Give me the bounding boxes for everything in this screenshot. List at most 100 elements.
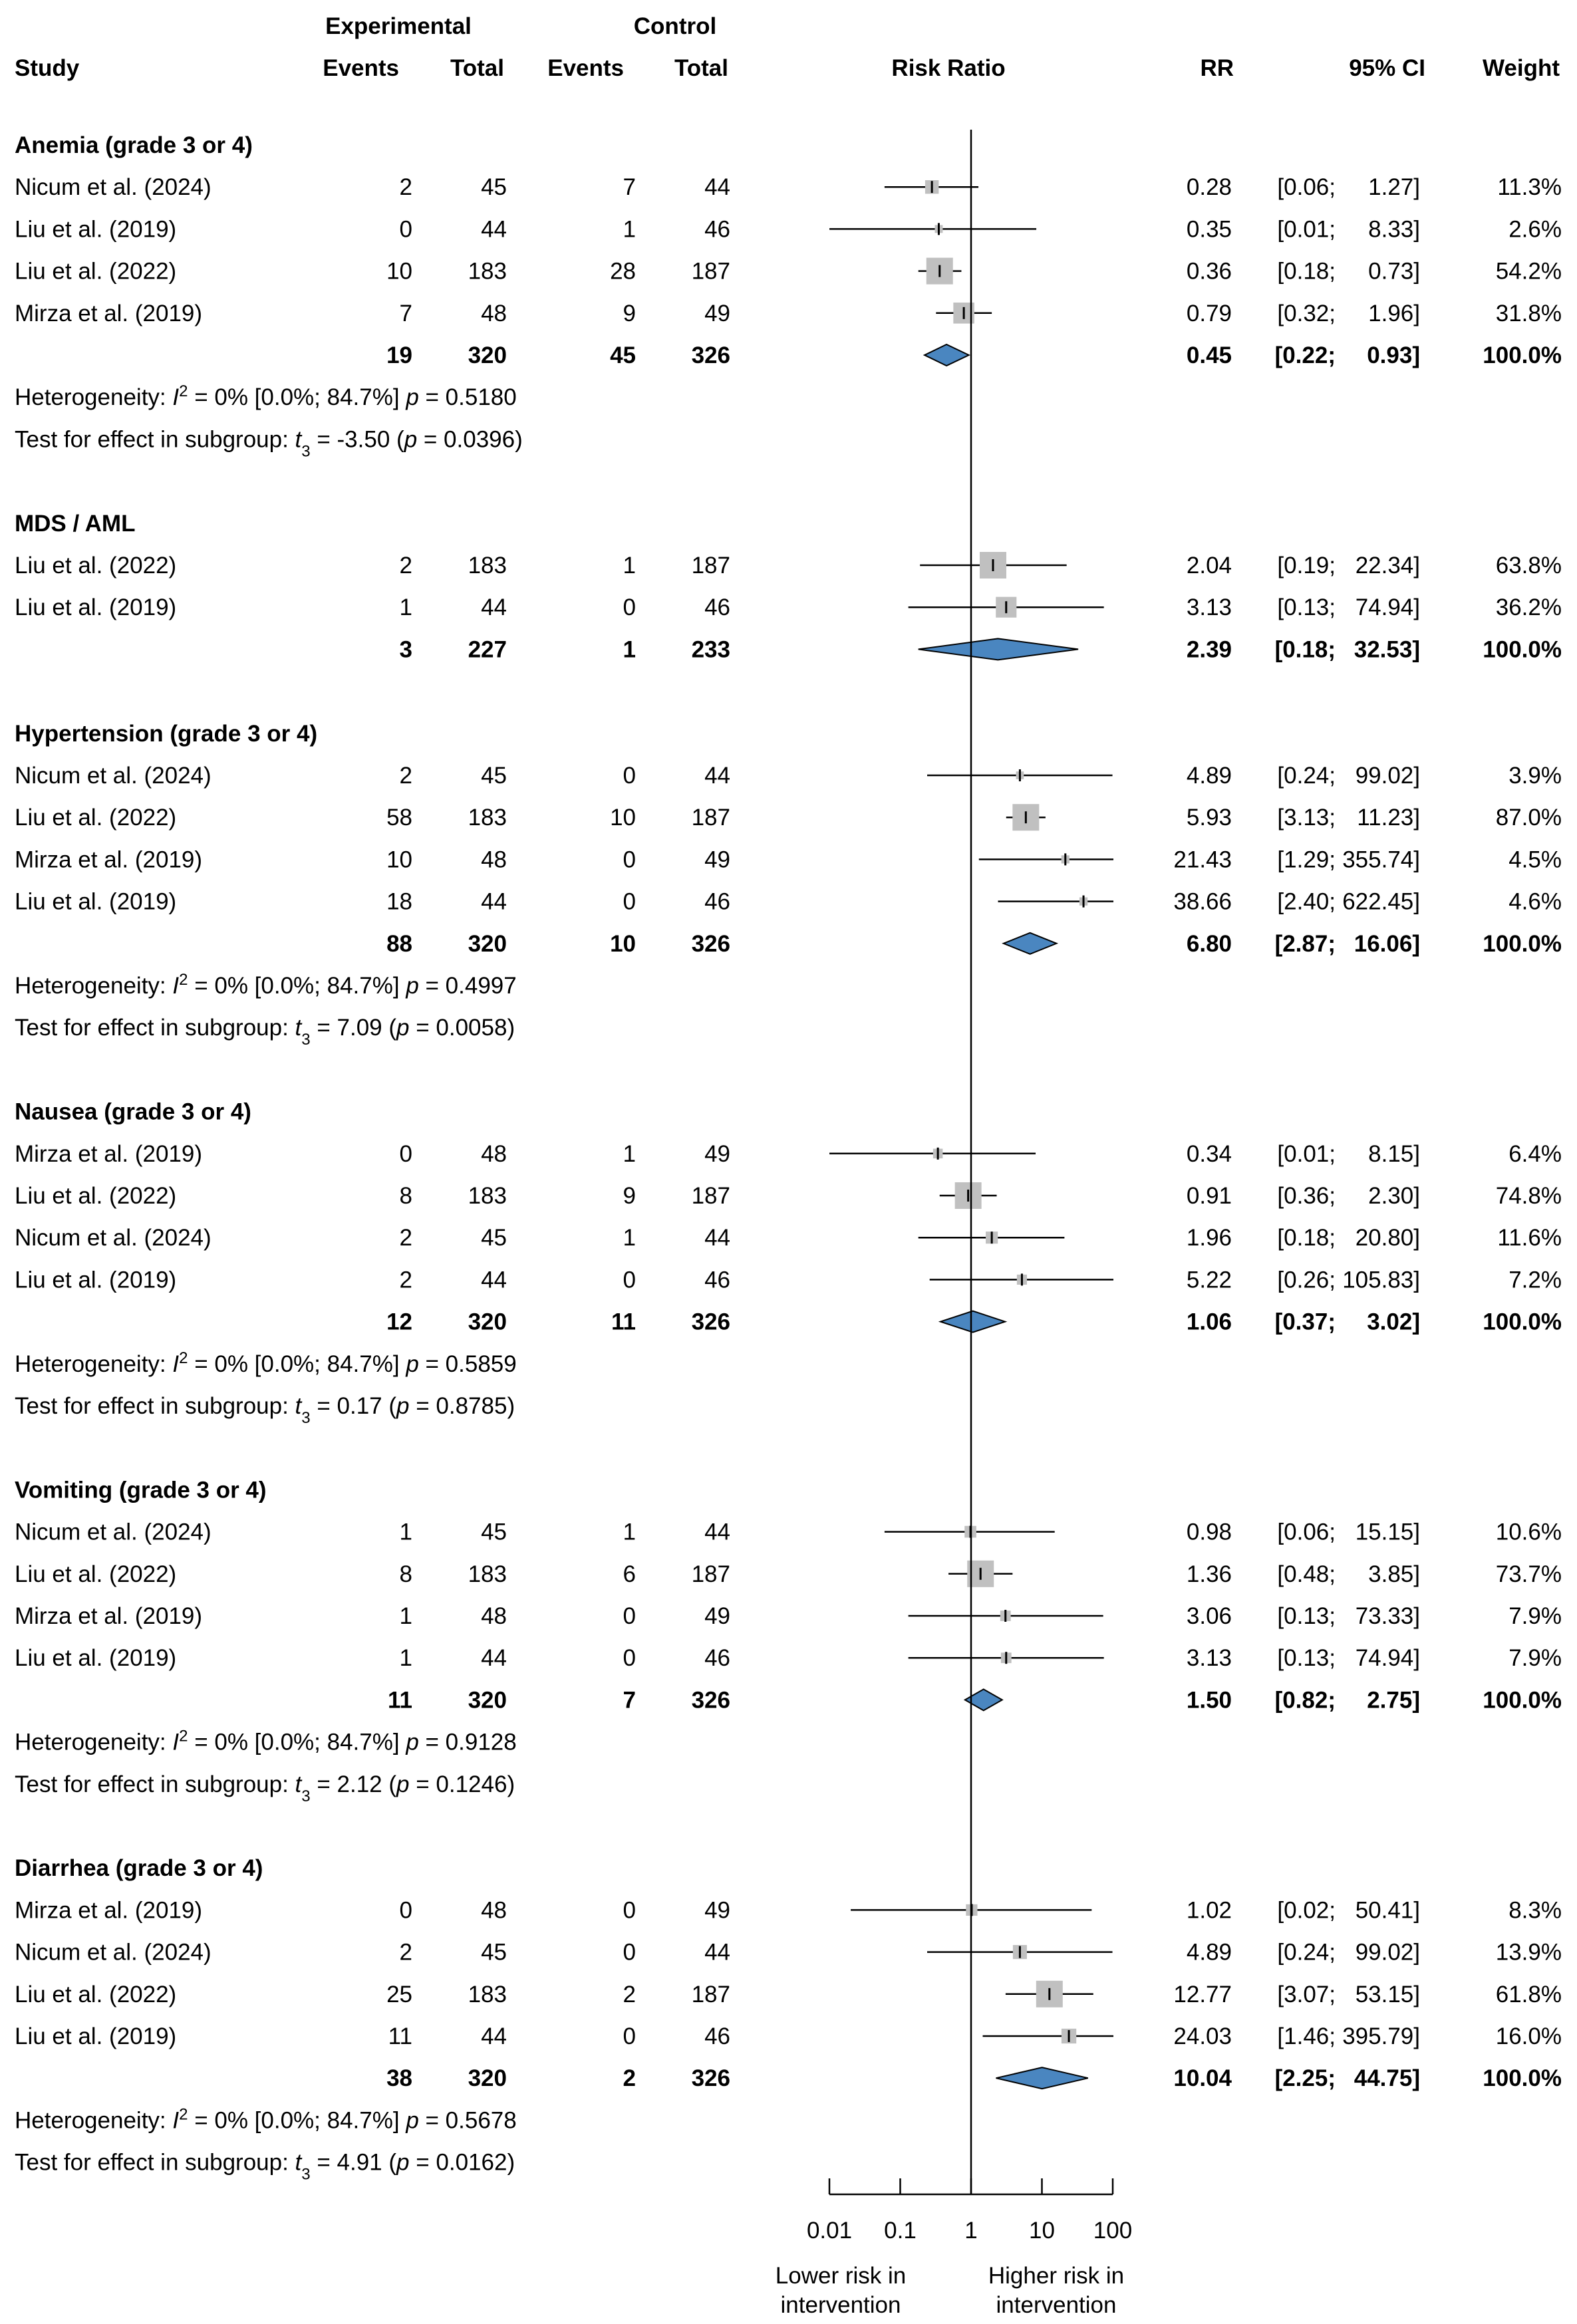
rr-value: 0.36 [1187, 259, 1232, 285]
pooled-diamond [918, 638, 1079, 661]
pooled-ci-upper: 0.93] [1367, 342, 1420, 368]
exp-total: 44 [481, 889, 507, 915]
weight-value: 73.7% [1496, 1561, 1562, 1587]
ctrl-events: 0 [623, 1940, 636, 1966]
ci-upper: 99.02] [1356, 763, 1420, 789]
pooled-exp-events: 12 [386, 1309, 412, 1335]
pooled-weight: 100.0% [1483, 1687, 1562, 1713]
exp-events: 8 [400, 1183, 412, 1209]
weight-value: 11.3% [1497, 174, 1562, 200]
weight-value: 7.9% [1508, 1645, 1562, 1671]
ci-upper: 105.83] [1342, 1267, 1420, 1293]
pooled-ctrl-events: 45 [610, 342, 636, 368]
ci-upper: 0.73] [1368, 259, 1420, 285]
subgroup-title: MDS / AML [15, 511, 135, 537]
ctrl-total: 46 [704, 889, 730, 915]
rr-value: 2.04 [1187, 553, 1232, 579]
exp-events: 1 [400, 1645, 412, 1671]
study-name: Liu et al. (2019) [15, 594, 176, 620]
pooled-ci-lower: [0.18; [1275, 636, 1336, 662]
study-name: Liu et al. (2022) [15, 1561, 176, 1587]
exp-events: 11 [388, 2023, 412, 2049]
exp-total: 45 [481, 174, 507, 200]
exp-events: 2 [400, 1940, 412, 1966]
ctrl-total: 49 [704, 301, 730, 326]
weight-value: 63.8% [1496, 553, 1562, 579]
ctrl-total: 44 [704, 1225, 730, 1251]
ci-lower: [0.19; [1277, 553, 1336, 579]
subgroup-test-text: Test for effect in subgroup: t3 = 2.12 (… [15, 1771, 515, 1805]
weight-value: 4.6% [1508, 889, 1562, 915]
ctrl-total: 46 [704, 594, 730, 620]
exp-events: 2 [400, 1267, 412, 1293]
pooled-diamond [1002, 932, 1059, 955]
rr-value: 0.34 [1187, 1141, 1232, 1167]
study-name: Liu et al. (2022) [15, 259, 176, 285]
ctrl-events: 1 [623, 1519, 636, 1545]
ci-upper: 2.30] [1368, 1183, 1420, 1209]
pooled-ci-lower: [0.22; [1275, 342, 1336, 368]
ci-lower: [1.29; [1277, 846, 1336, 872]
weight-value: 11.6% [1497, 1225, 1562, 1251]
exp-events: 2 [400, 174, 412, 200]
ci-lower: [0.26; [1277, 1267, 1336, 1293]
pooled-diamond [938, 1310, 1008, 1333]
header-control: Control [634, 13, 716, 39]
header-risk-ratio: Risk Ratio [891, 55, 1005, 81]
header-ctrl-total: Total [674, 55, 728, 81]
rr-value: 1.36 [1187, 1561, 1232, 1587]
exp-events: 10 [386, 259, 412, 285]
rr-value: 3.06 [1187, 1603, 1232, 1629]
pooled-weight: 100.0% [1483, 636, 1562, 662]
x-axis: 0.01 0.1 1 10 100 Lower risk in intervention Hi… [776, 130, 1132, 2318]
ctrl-total: 46 [704, 1267, 730, 1293]
pooled-rr: 1.50 [1187, 1687, 1232, 1713]
weight-value: 10.6% [1496, 1519, 1562, 1545]
exp-events: 0 [400, 1141, 412, 1167]
subgroup-test-text: Test for effect in subgroup: t3 = 7.09 (… [15, 1015, 515, 1049]
x-tick-label: 0.01 [807, 2218, 852, 2244]
study-name: Mirza et al. (2019) [15, 1141, 202, 1167]
ci-upper: 15.15] [1356, 1519, 1420, 1545]
ci-lower: [3.13; [1277, 805, 1336, 831]
exp-events: 1 [400, 1519, 412, 1545]
subgroup-test-text: Test for effect in subgroup: t3 = 4.91 (… [15, 2150, 515, 2184]
pooled-rr: 1.06 [1187, 1309, 1232, 1335]
pooled-ci-lower: [2.25; [1275, 2065, 1336, 2091]
ci-lower: [0.18; [1277, 1225, 1336, 1251]
rr-value: 38.66 [1173, 889, 1232, 915]
pooled-ci-upper: 3.02] [1367, 1309, 1420, 1335]
pooled-diamond [963, 1688, 1004, 1712]
weight-value: 36.2% [1496, 594, 1562, 620]
exp-events: 2 [400, 1225, 412, 1251]
ctrl-events: 0 [623, 2023, 636, 2049]
exp-events: 58 [386, 805, 412, 831]
table-header: Experimental Control Study Events Total … [15, 13, 1560, 81]
pooled-exp-total: 320 [468, 342, 507, 368]
rr-value: 0.91 [1187, 1183, 1232, 1209]
study-name: Nicum et al. (2024) [15, 763, 212, 789]
ctrl-events: 9 [623, 301, 636, 326]
ctrl-total: 46 [704, 2023, 730, 2049]
ci-lower: [0.24; [1277, 763, 1336, 789]
ci-upper: 73.33] [1356, 1603, 1420, 1629]
exp-total: 48 [481, 1897, 507, 1923]
ctrl-total: 49 [704, 1141, 730, 1167]
x-label-right: Higher risk in [988, 2263, 1124, 2289]
ctrl-events: 6 [623, 1561, 636, 1587]
exp-total: 44 [481, 1267, 507, 1293]
weight-value: 7.9% [1508, 1603, 1562, 1629]
ctrl-events: 0 [623, 1603, 636, 1629]
exp-events: 10 [386, 846, 412, 872]
pooled-ctrl-total: 326 [692, 2065, 730, 2091]
exp-total: 48 [481, 1603, 507, 1629]
study-name: Nicum et al. (2024) [15, 1519, 212, 1545]
ci-lower: [0.06; [1277, 174, 1336, 200]
exp-total: 183 [468, 1183, 507, 1209]
ctrl-total: 187 [692, 1561, 730, 1587]
rr-value: 0.35 [1187, 216, 1232, 242]
ci-lower: [0.36; [1277, 1183, 1336, 1209]
heterogeneity-text: Heterogeneity: I2 = 0% [0.0%; 84.7%] p =… [15, 971, 517, 999]
exp-total: 183 [468, 805, 507, 831]
